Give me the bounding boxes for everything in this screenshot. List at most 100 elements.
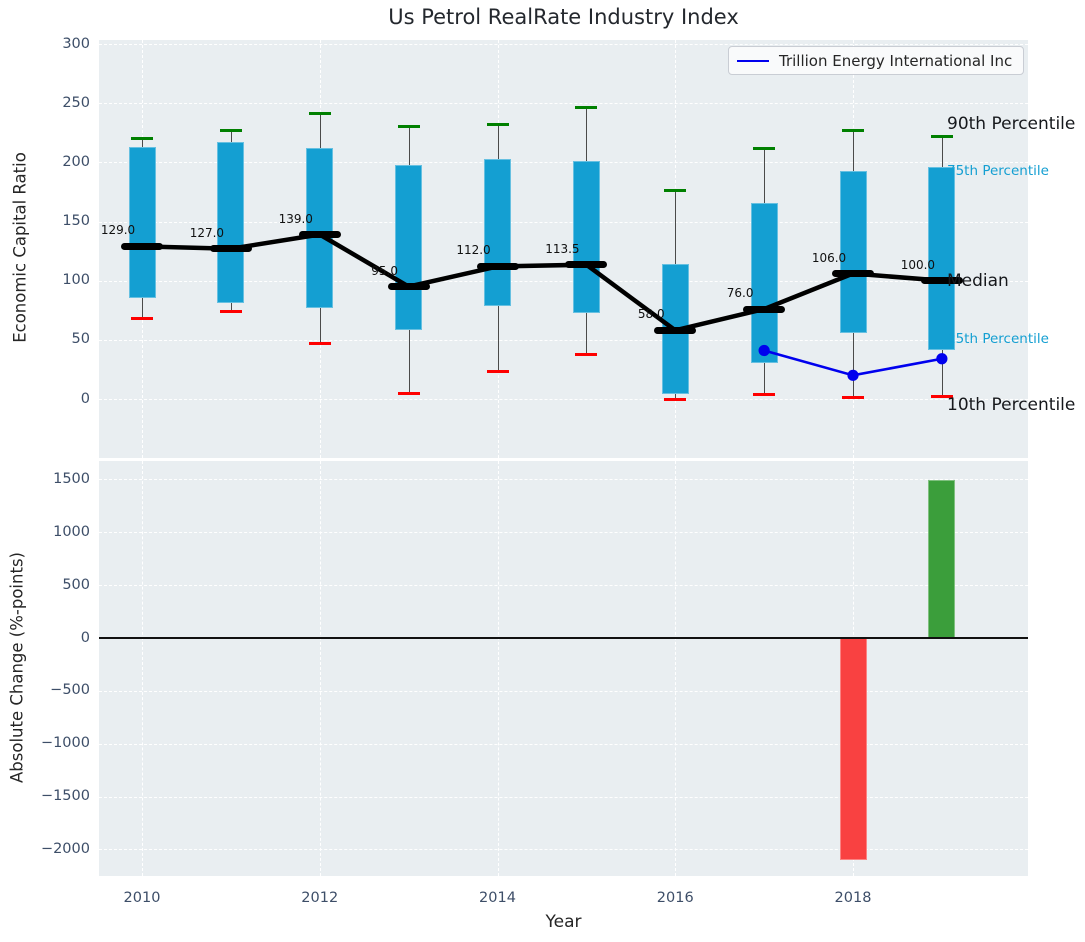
percentile-box xyxy=(306,148,334,308)
cap-10th-percentile xyxy=(842,396,864,400)
legend-label: Trillion Energy International Inc xyxy=(779,51,1013,70)
cap-10th-percentile xyxy=(664,397,687,401)
gridline xyxy=(99,103,1028,105)
percentile-box xyxy=(395,164,423,331)
zero-line xyxy=(99,637,1028,639)
top-axes: 129.0 127.0 139.0 95.0 112.0 113.5 58.0 76.0 106… xyxy=(99,40,1028,458)
x-tick-label: 2010 xyxy=(123,890,161,906)
cap-10th-percentile xyxy=(753,392,776,396)
y-tick-label: 250 xyxy=(62,94,90,111)
y-tick-label: 1000 xyxy=(53,523,90,540)
gridline xyxy=(675,461,677,876)
annotation-75th-percentile: 75th Percentile xyxy=(947,162,1049,179)
x-tick-label: 2012 xyxy=(301,890,339,906)
x-tick-label: 2014 xyxy=(479,890,516,906)
cap-10th-percentile xyxy=(486,370,509,374)
cap-90th-percentile xyxy=(131,137,153,141)
y-tick-label: −1500 xyxy=(40,788,90,805)
cap-90th-percentile xyxy=(308,112,331,116)
y-tick-label: 0 xyxy=(80,629,90,646)
annotation-median: Median xyxy=(947,270,1009,291)
gridline xyxy=(99,162,1028,164)
annotation-90th-percentile: 90th Percentile xyxy=(947,114,1076,135)
median-value-label: 95.0 xyxy=(371,263,398,278)
gridline xyxy=(99,743,1028,745)
y-tick-label: −500 xyxy=(50,682,90,699)
median-value-label: 76.0 xyxy=(726,286,754,301)
cap-10th-percentile xyxy=(308,341,331,345)
median-value-label: 106.0 xyxy=(811,250,847,265)
median-value-label: 139.0 xyxy=(278,211,313,226)
gridline xyxy=(99,399,1028,400)
gridline xyxy=(99,849,1028,851)
median-marker xyxy=(387,283,430,291)
y-tick-label: 1500 xyxy=(53,470,90,487)
y-tick-label: −1000 xyxy=(40,735,90,752)
y-tick-label: 100 xyxy=(62,272,90,289)
cap-90th-percentile xyxy=(486,122,509,126)
median-marker xyxy=(743,305,786,313)
gridline xyxy=(99,339,1028,341)
percentile-box xyxy=(484,158,511,306)
gridline xyxy=(99,796,1028,798)
x-tick-label: 2018 xyxy=(834,890,872,906)
cap-90th-percentile xyxy=(842,128,864,132)
median-marker xyxy=(121,242,163,250)
change-bar xyxy=(928,480,956,638)
gridline xyxy=(497,461,499,876)
median-line xyxy=(141,232,943,333)
median-value-label: 58.0 xyxy=(637,307,665,322)
gridline xyxy=(142,461,143,876)
gridline xyxy=(99,221,1028,223)
cap-90th-percentile xyxy=(219,128,242,132)
gridline xyxy=(319,461,321,876)
cap-90th-percentile xyxy=(575,106,598,110)
median-marker xyxy=(832,270,874,278)
y-tick-label: 50 xyxy=(71,331,90,348)
y-tick-label: 150 xyxy=(62,213,90,229)
y-tick-label: 0 xyxy=(80,390,90,407)
percentile-box xyxy=(750,202,778,364)
median-marker xyxy=(920,277,963,285)
median-value-label: 129.0 xyxy=(100,223,136,238)
y-tick-label: −2000 xyxy=(40,840,90,857)
legend-line-swatch xyxy=(737,59,769,62)
median-marker xyxy=(476,262,519,270)
bottom-axes xyxy=(99,461,1028,876)
cap-10th-percentile xyxy=(930,395,953,399)
gridline xyxy=(99,690,1028,692)
median-marker xyxy=(654,326,697,334)
annotation-10th-percentile: 10th Percentile xyxy=(947,394,1076,415)
median-marker xyxy=(209,245,252,253)
chart-title: Us Petrol RealRate Industry Index xyxy=(388,5,739,29)
percentile-box xyxy=(217,142,245,304)
cap-90th-percentile xyxy=(397,125,420,129)
cap-10th-percentile xyxy=(131,317,153,321)
x-axis-label: Year xyxy=(545,912,582,932)
y-tick-label: 300 xyxy=(62,35,90,52)
percentile-box xyxy=(572,161,600,313)
median-value-label: 100.0 xyxy=(900,257,936,272)
cap-10th-percentile xyxy=(575,352,598,356)
y-tick-label: 200 xyxy=(62,153,90,170)
median-value-label: 127.0 xyxy=(189,225,225,240)
cap-10th-percentile xyxy=(397,391,420,395)
gridline xyxy=(99,585,1028,587)
gridline xyxy=(99,479,1028,481)
annotation-25th-percentile: 25th Percentile xyxy=(947,330,1049,347)
median-marker xyxy=(298,231,341,239)
median-value-label: 113.5 xyxy=(545,241,580,256)
change-bar xyxy=(839,638,867,860)
gridline xyxy=(99,532,1028,534)
cap-90th-percentile xyxy=(664,189,687,193)
gridline xyxy=(99,44,1028,45)
y-tick-label: 500 xyxy=(62,576,90,593)
cap-90th-percentile xyxy=(930,134,953,138)
cap-90th-percentile xyxy=(753,146,776,150)
median-marker xyxy=(565,261,608,269)
cap-10th-percentile xyxy=(219,309,242,313)
legend: Trillion Energy International Inc xyxy=(728,46,1024,75)
x-tick-label: 2016 xyxy=(656,890,694,906)
median-value-label: 112.0 xyxy=(456,243,491,258)
